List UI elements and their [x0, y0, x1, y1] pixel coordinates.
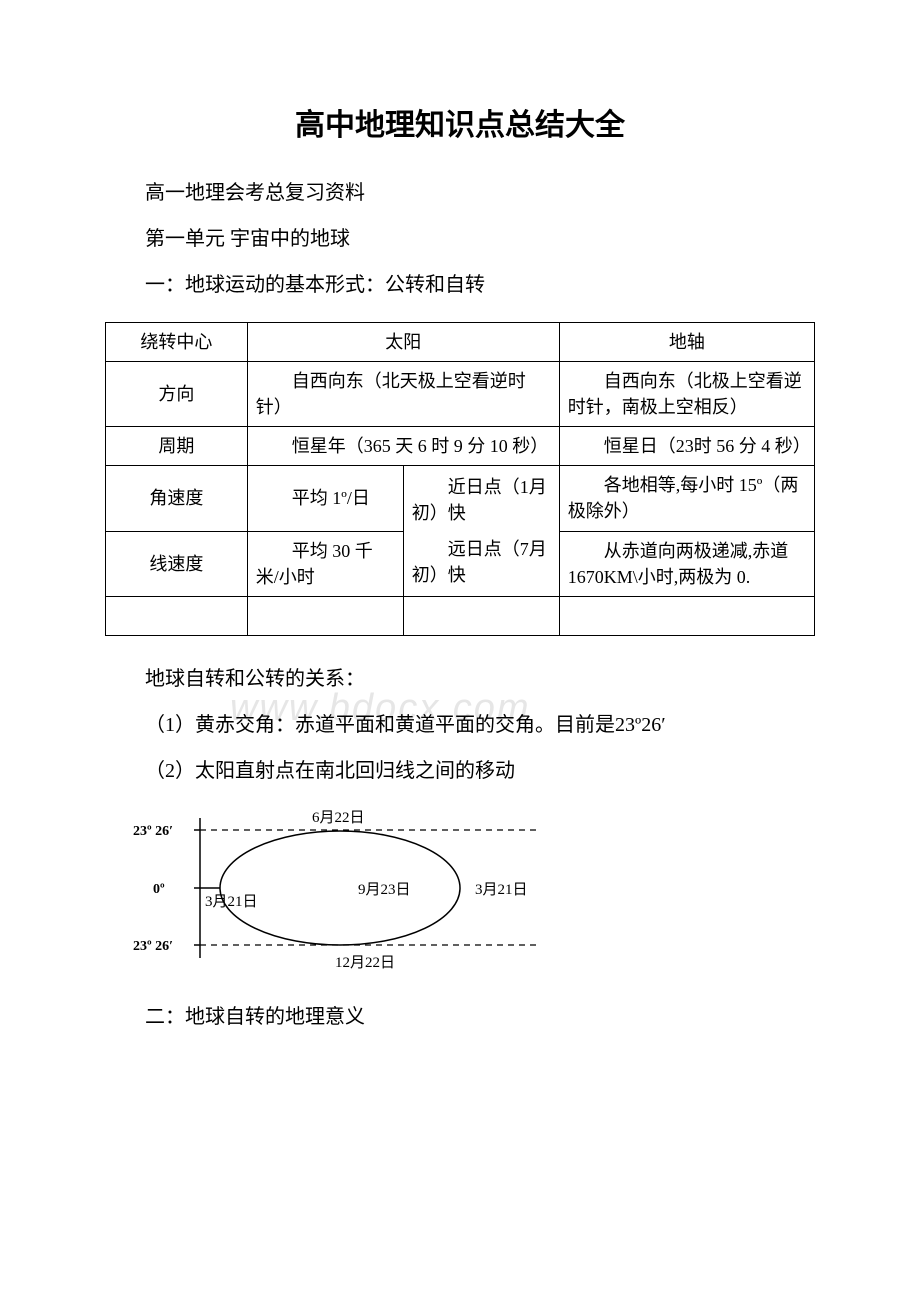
- cell-sidereal-year: 恒星年（365 天 6 时 9 分 10 秒）: [247, 427, 559, 466]
- cell-angular-label: 角速度: [106, 466, 248, 531]
- svg-text:23º 26′: 23º 26′: [133, 939, 173, 954]
- paragraph-subsolar: （2）太阳直射点在南北回归线之间的移动: [105, 752, 815, 790]
- cell-period-label: 周期: [106, 427, 248, 466]
- cell-linear-value: 平均 30 千米/小时: [247, 531, 403, 596]
- cell-aphelion: 远日点（7月初）快: [412, 536, 551, 588]
- table-row: 周期 恒星年（365 天 6 时 9 分 10 秒） 恒星日（23时 56 分 …: [106, 427, 815, 466]
- empty-cell: [247, 596, 403, 635]
- comparison-table: 绕转中心 太阳 地轴 方向 自西向东（北天极上空看逆时针） 自西向东（北极上空看…: [105, 322, 815, 636]
- paragraph-section-2: 二：地球自转的地理意义: [105, 998, 815, 1036]
- diagram-svg: 23º 26′ 0º 23º 26′ 6月22日 9月23日 3月21日 3月21日 12月2…: [125, 800, 555, 975]
- cell-axis: 地轴: [559, 323, 814, 362]
- table-row: 角速度 平均 1º/日 近日点（1月初）快 远日点（7月初）快 各地相等,每小时…: [106, 466, 815, 531]
- cell-direction-label: 方向: [106, 362, 248, 427]
- cell-sidereal-day: 恒星日（23时 56 分 4 秒）: [559, 427, 814, 466]
- svg-text:0º: 0º: [153, 882, 165, 897]
- cell-sun: 太阳: [247, 323, 559, 362]
- paragraph-section-1: 一：地球运动的基本形式：公转和自转: [105, 266, 815, 304]
- cell-angular-rotation: 各地相等,每小时 15º（两极除外）: [559, 466, 814, 531]
- spacer: [412, 526, 551, 536]
- svg-text:12月22日: 12月22日: [335, 955, 395, 971]
- paragraph-unit: 第一单元 宇宙中的地球: [105, 220, 815, 258]
- paragraph-obliquity: （1）黄赤交角：赤道平面和黄道平面的交角。目前是23º26′: [105, 706, 815, 744]
- cell-linear-label: 线速度: [106, 531, 248, 596]
- subsolar-diagram: 23º 26′ 0º 23º 26′ 6月22日 9月23日 3月21日 3月21日 12月2…: [125, 800, 815, 980]
- cell-perihelion: 近日点（1月初）快: [412, 474, 551, 526]
- svg-text:23º 26′: 23º 26′: [133, 824, 173, 839]
- table-row-empty: [106, 596, 815, 635]
- svg-text:3月21日: 3月21日: [475, 882, 528, 898]
- document-title: 高中地理知识点总结大全: [105, 100, 815, 144]
- paragraph-subtitle: 高一地理会考总复习资料: [105, 174, 815, 212]
- cell-angular-value: 平均 1º/日: [247, 466, 403, 531]
- cell-linear-rotation: 从赤道向两极递减,赤道1670KM\小时,两极为 0.: [559, 531, 814, 596]
- table-row: 绕转中心 太阳 地轴: [106, 323, 815, 362]
- svg-text:6月22日: 6月22日: [312, 810, 365, 826]
- paragraph-relation: 地球自转和公转的关系：: [105, 660, 815, 698]
- cell-direction-revolution: 自西向东（北天极上空看逆时针）: [247, 362, 559, 427]
- cell-direction-rotation: 自西向东（北极上空看逆时针，南极上空相反）: [559, 362, 814, 427]
- empty-cell: [559, 596, 814, 635]
- svg-text:9月23日: 9月23日: [358, 882, 411, 898]
- cell-header-center: 绕转中心: [106, 323, 248, 362]
- cell-perihelion-aphelion: 近日点（1月初）快 远日点（7月初）快: [403, 466, 559, 596]
- table-row: 方向 自西向东（北天极上空看逆时针） 自西向东（北极上空看逆时针，南极上空相反）: [106, 362, 815, 427]
- svg-text:3月21日: 3月21日: [205, 894, 258, 910]
- empty-cell: [403, 596, 559, 635]
- empty-cell: [106, 596, 248, 635]
